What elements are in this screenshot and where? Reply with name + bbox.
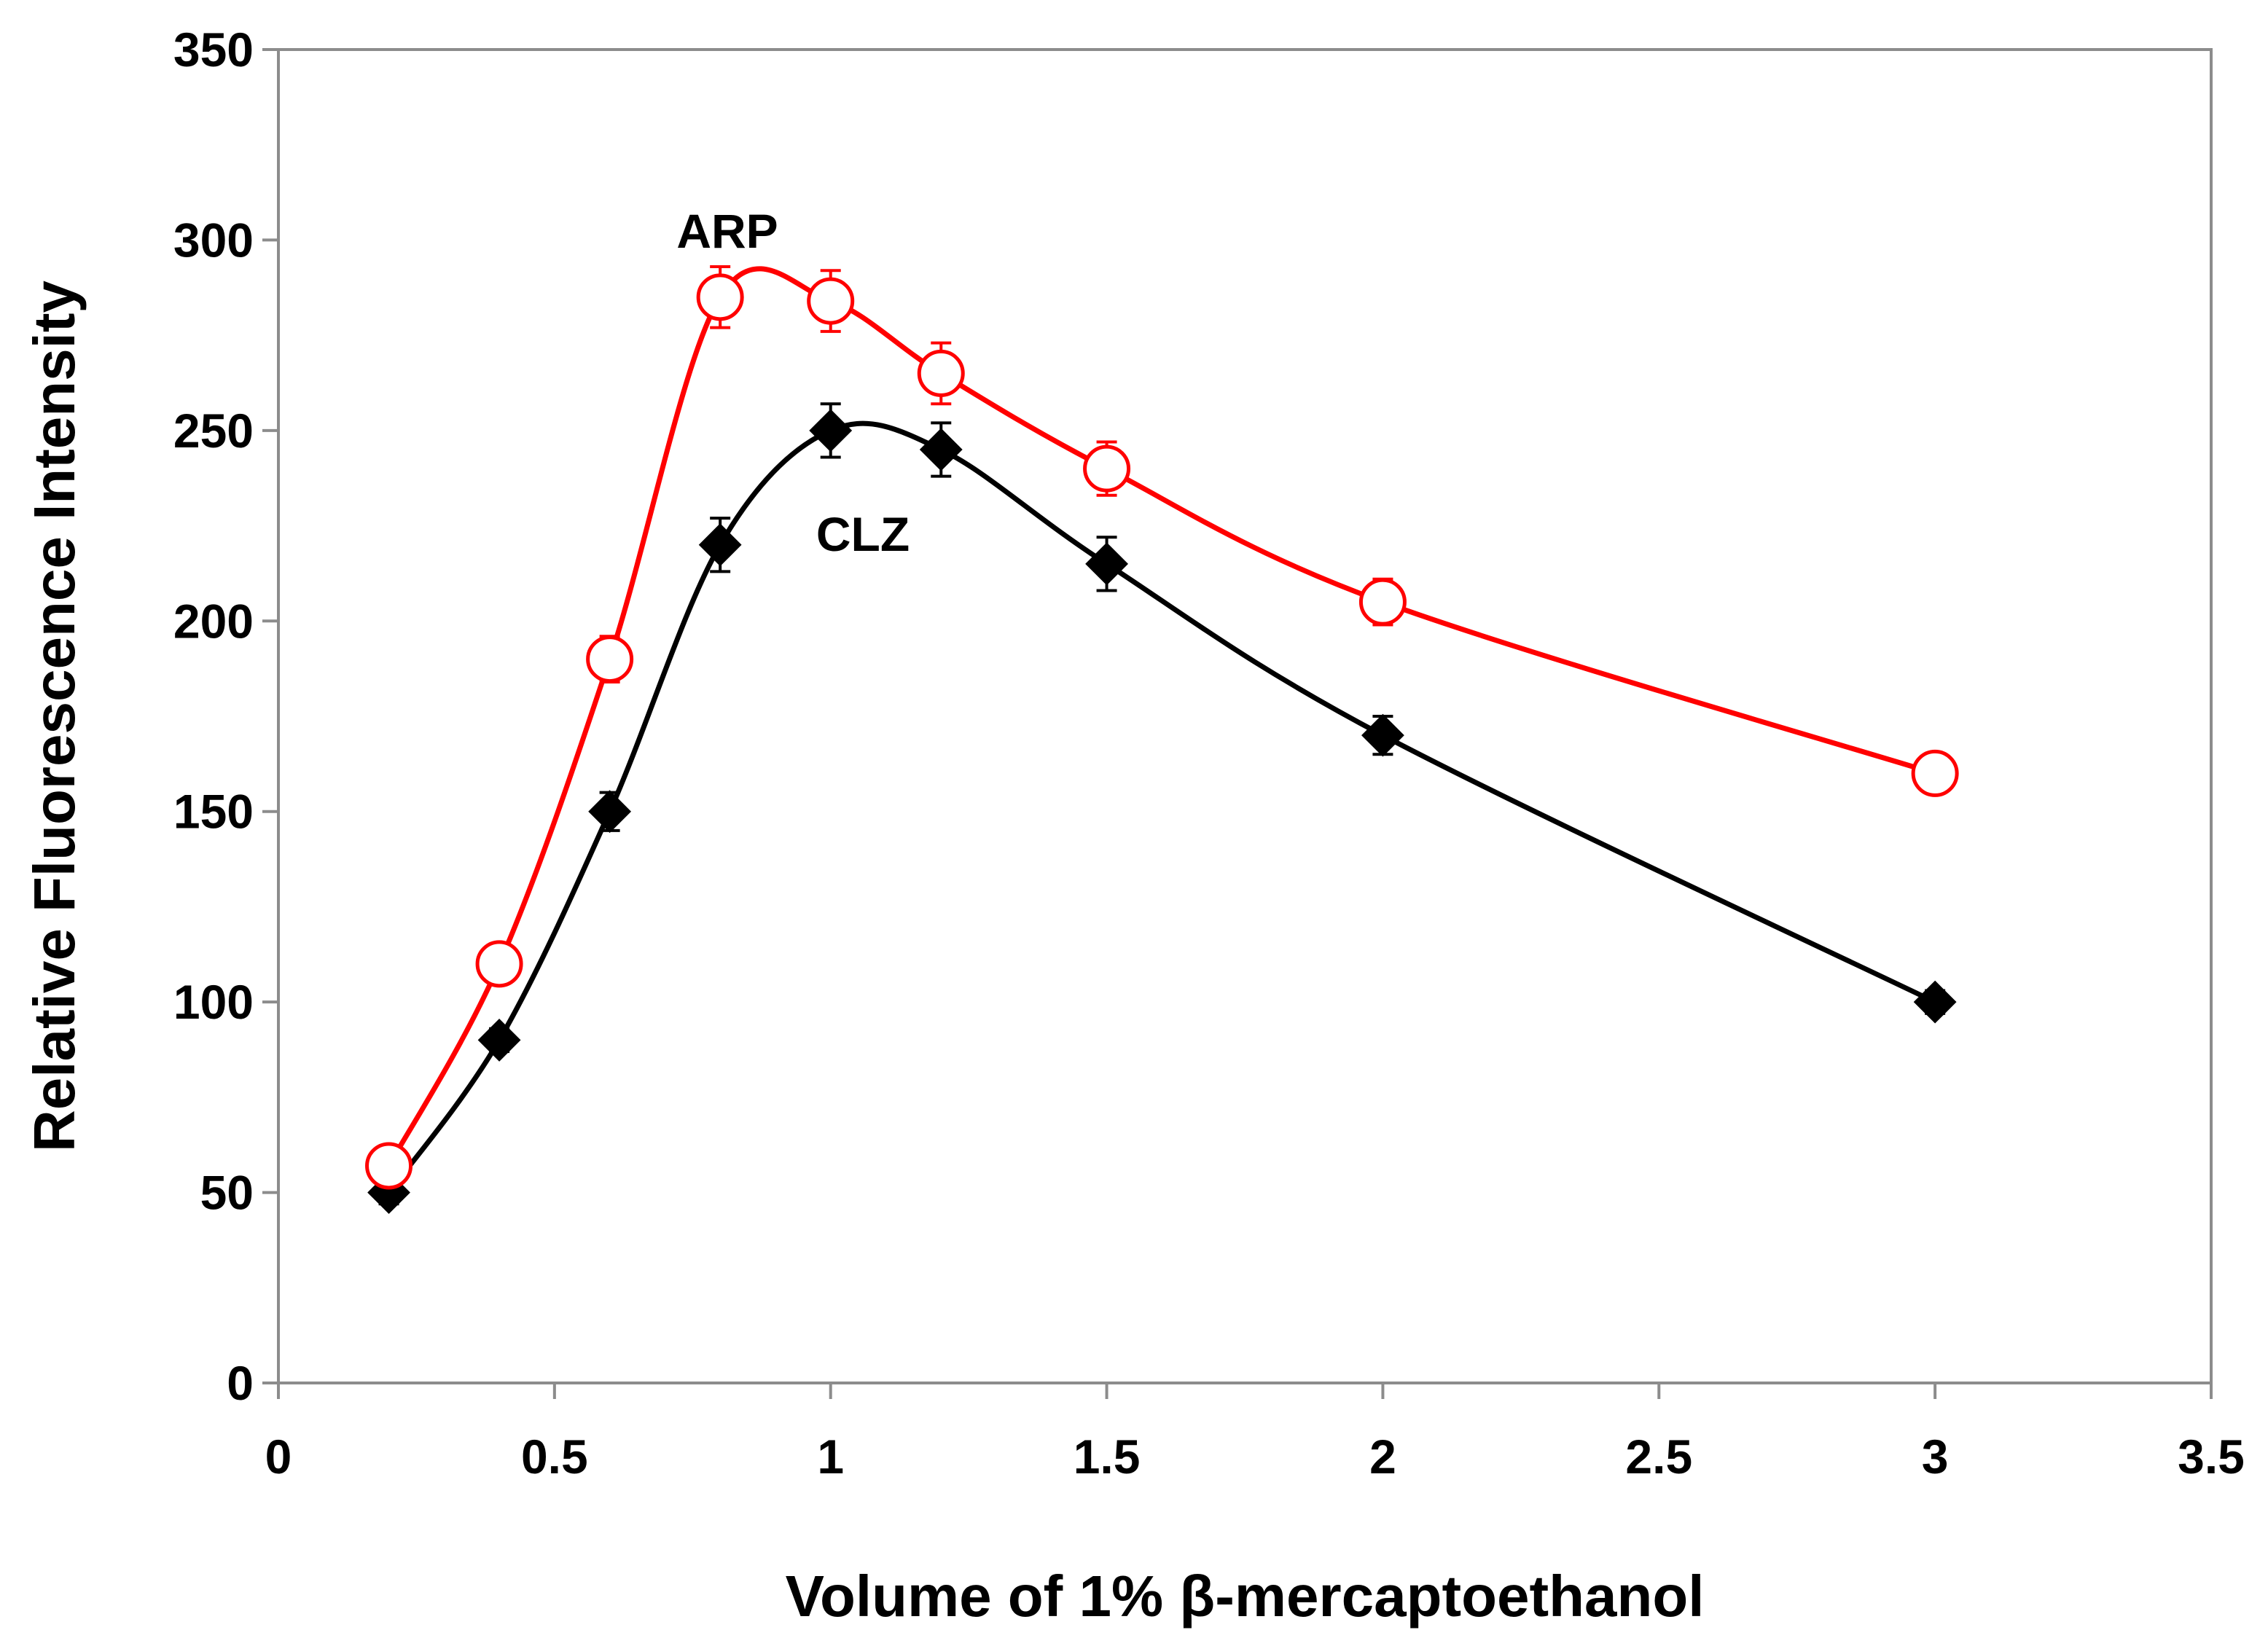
y-tick-label: 300 [173,213,254,267]
arp-point [365,1142,413,1190]
arp-point [475,940,523,988]
arp-series [365,265,1959,1190]
clz-point [1913,980,1957,1024]
clz-point [1361,713,1404,757]
y-tick-label: 50 [200,1166,254,1220]
clz-series-label: CLZ [816,507,910,561]
arp-series-label: ARP [676,204,778,258]
arp-point [917,349,965,397]
x-tick-label: 1 [817,1430,844,1484]
arp-point [1358,578,1407,626]
arp-point [807,277,855,325]
clz-point [588,790,632,834]
clz-point [1085,542,1128,586]
clz-point [919,428,963,471]
x-axis-title: Volume of 1% β-mercaptoethanol [786,1564,1705,1629]
arp-point [1911,749,1959,797]
x-tick-label: 2.5 [1625,1430,1692,1484]
arp-point [696,273,744,321]
y-axis: 0 50 100 150 200 250 300 350 [173,23,280,1410]
series-layer [365,265,1959,1214]
arp-point [1083,444,1131,493]
y-axis-title: Relative Fluorescence Intensity [22,280,87,1152]
arp-point [586,635,634,683]
clz-curve [386,420,1936,1194]
y-tick-label: 250 [173,404,254,458]
x-axis: 0 0.5 1 1.5 2 2.5 3 3.5 [265,1382,2245,1484]
y-tick-label: 100 [173,975,254,1029]
x-tick-label: 0 [265,1430,292,1484]
x-tick-label: 3 [1922,1430,1949,1484]
clz-point [698,523,742,567]
x-tick-label: 3.5 [2178,1430,2245,1484]
x-tick-label: 0.5 [521,1430,588,1484]
y-tick-label: 200 [173,594,254,648]
y-tick-label: 350 [173,23,254,77]
y-tick-label: 150 [173,785,254,839]
y-tick-label: 0 [227,1356,254,1410]
x-tick-label: 2 [1369,1430,1396,1484]
plot-area [277,48,2213,1384]
clz-point [809,409,853,452]
x-tick-label: 1.5 [1074,1430,1141,1484]
clz-point [477,1019,521,1062]
